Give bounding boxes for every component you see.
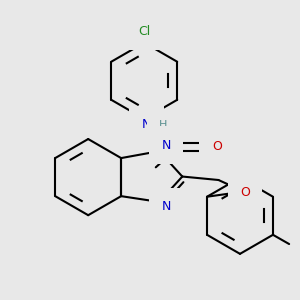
Text: O: O	[240, 186, 250, 199]
Text: O: O	[212, 140, 222, 153]
Text: H: H	[158, 120, 167, 130]
Text: N: N	[161, 200, 171, 213]
Text: N: N	[142, 118, 151, 131]
Text: Cl: Cl	[138, 25, 150, 38]
Text: N: N	[161, 139, 171, 152]
